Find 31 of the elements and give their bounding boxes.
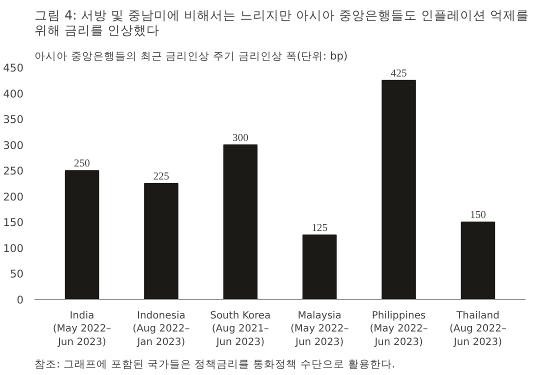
x-tick-label: India (May 2022– Jun 2023) — [52, 310, 112, 348]
y-tick-label: 250 — [3, 164, 24, 178]
y-tick-label: 0 — [16, 294, 24, 306]
bar — [144, 183, 178, 300]
bar — [382, 80, 416, 300]
y-tick-label: 350 — [3, 113, 24, 126]
x-tick-label: South Korea (Aug 2021– Jun 2023) — [210, 310, 271, 348]
y-tick-label: 300 — [3, 138, 24, 152]
y-tick-label: 50 — [10, 268, 24, 281]
data-label: 225 — [153, 172, 170, 182]
x-tick-label: Philippines (May 2022– Jun 2023) — [370, 310, 428, 348]
y-tick-label: 200 — [3, 190, 24, 204]
bar — [302, 234, 337, 300]
x-tick-label: Indonesia (Aug 2022– Jan 2023) — [132, 310, 190, 348]
data-label: 425 — [390, 68, 407, 80]
text: 참조: 그래프에 포함된 국가들은 정책금리를 통화정책 수단으로 활용한다. — [34, 358, 396, 370]
x-tick-label: Thailand (Aug 2022– Jun 2023) — [449, 310, 507, 348]
bar — [64, 170, 100, 300]
data-label: 250 — [74, 158, 90, 170]
y-tick-label: 400 — [3, 87, 24, 100]
bar — [460, 222, 496, 300]
y-tick-label: 150 — [3, 216, 24, 230]
x-tick-label: Malaysia (May 2022– Jun 2023) — [290, 310, 349, 348]
bar — [223, 144, 258, 300]
y-tick-label: 450 — [3, 62, 24, 74]
data-label: 150 — [470, 210, 486, 222]
data-label: 125 — [312, 223, 328, 234]
chart-title: 그림 4: 서방 및 중남미에 비해서는 느리지만 아시아 중앙은행들도 인플레이션 억제를 위해 금리를 인상했다 — [34, 8, 530, 38]
y-tick-label: 100 — [3, 242, 24, 255]
data-label: 300 — [232, 132, 248, 144]
chart-subtitle: 아시아 중앙은행들의 최근 금리인상 주기 금리인상 폭(단위: bp) — [34, 50, 348, 62]
